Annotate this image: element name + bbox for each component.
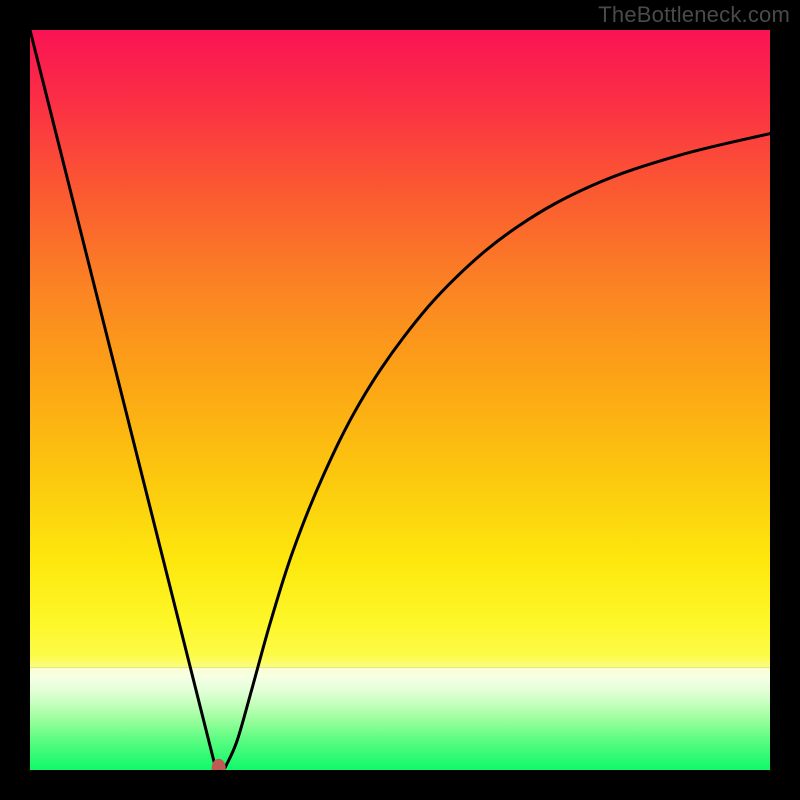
plot-area bbox=[30, 30, 770, 770]
figure-frame: TheBottleneck.com bbox=[0, 0, 800, 800]
green-bottom-band bbox=[30, 668, 770, 770]
gradient-background bbox=[30, 30, 770, 668]
watermark-text: TheBottleneck.com bbox=[598, 2, 790, 28]
chart-svg bbox=[30, 30, 770, 770]
